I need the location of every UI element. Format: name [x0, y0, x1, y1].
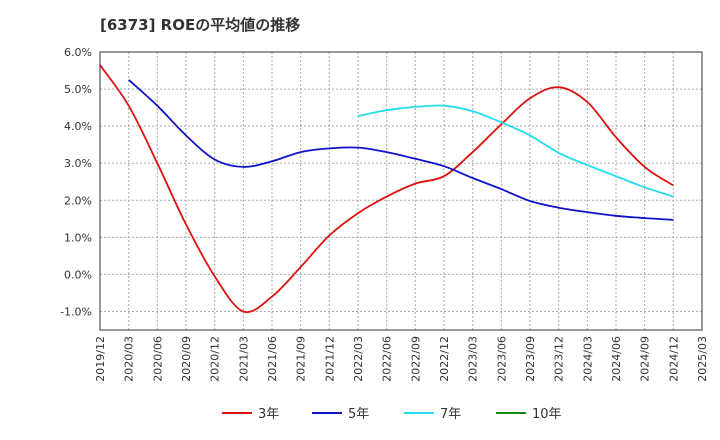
x-tick-label: 2022/09	[409, 336, 422, 382]
y-tick-label: 0.0%	[64, 268, 92, 281]
x-tick-label: 2021/12	[323, 336, 336, 382]
x-tick-label: 2024/12	[667, 336, 680, 382]
x-tick-label: 2023/12	[553, 336, 566, 382]
y-tick-label: 1.0%	[64, 231, 92, 244]
x-tick-label: 2021/09	[295, 336, 308, 382]
x-tick-label: 2023/03	[467, 336, 480, 382]
x-tick-label: 2022/12	[438, 336, 451, 382]
x-tick-label: 2020/06	[151, 336, 164, 382]
chart-title: [6373] ROEの平均値の推移	[100, 16, 301, 34]
x-tick-label: 2021/06	[266, 336, 279, 382]
x-tick-label: 2022/06	[381, 336, 394, 382]
y-tick-label: 4.0%	[64, 120, 92, 133]
x-tick-label: 2023/06	[495, 336, 508, 382]
series-line-2	[128, 79, 674, 221]
y-tick-label: 5.0%	[64, 83, 92, 96]
series-lines	[99, 64, 674, 314]
y-tick-label: 6.0%	[64, 46, 92, 59]
x-tick-label: 2019/12	[94, 336, 107, 382]
plot-frame	[99, 51, 703, 331]
grid	[100, 51, 702, 330]
x-tick-label: 2020/03	[123, 336, 136, 382]
y-tick-label: 3.0%	[64, 157, 92, 170]
x-tick-label: 2024/06	[610, 336, 623, 382]
legend-label: 10年	[532, 407, 562, 422]
x-tick-label: 2022/03	[352, 336, 365, 382]
x-tick-label: 2024/09	[639, 336, 652, 382]
legend-label: 3年	[258, 407, 279, 422]
x-tick-label: 2020/09	[180, 336, 193, 382]
x-tick-label: 2023/09	[524, 336, 537, 382]
x-axis-ticks: 2019/12 2020/03 2020/06 2020/09 2020/12 2021/…	[94, 336, 709, 382]
y-axis-ticks: 6.0% 5.0% 4.0% 3.0% 2.0% 1.0% 0.0% -1.0%	[60, 46, 92, 318]
y-tick-label: 2.0%	[64, 194, 92, 207]
x-tick-label: 2021/03	[237, 336, 250, 382]
x-tick-label: 2025/03	[696, 336, 709, 382]
x-tick-label: 2024/03	[581, 336, 594, 382]
series-line-3	[357, 104, 674, 198]
legend: 3年 5年 7年 10年	[222, 407, 562, 422]
y-tick-label: -1.0%	[60, 305, 92, 318]
x-tick-label: 2020/12	[209, 336, 222, 382]
legend-label: 5年	[348, 407, 369, 422]
legend-label: 7年	[440, 407, 461, 422]
series-line-1	[99, 64, 674, 314]
